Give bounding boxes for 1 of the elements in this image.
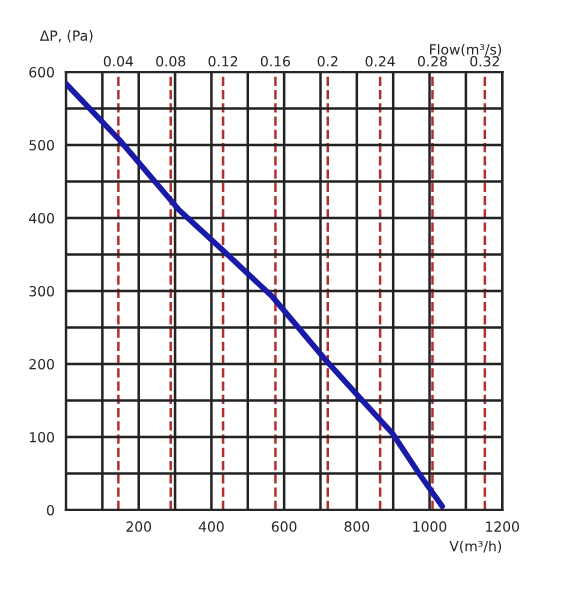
line-series: [66, 80, 446, 510]
